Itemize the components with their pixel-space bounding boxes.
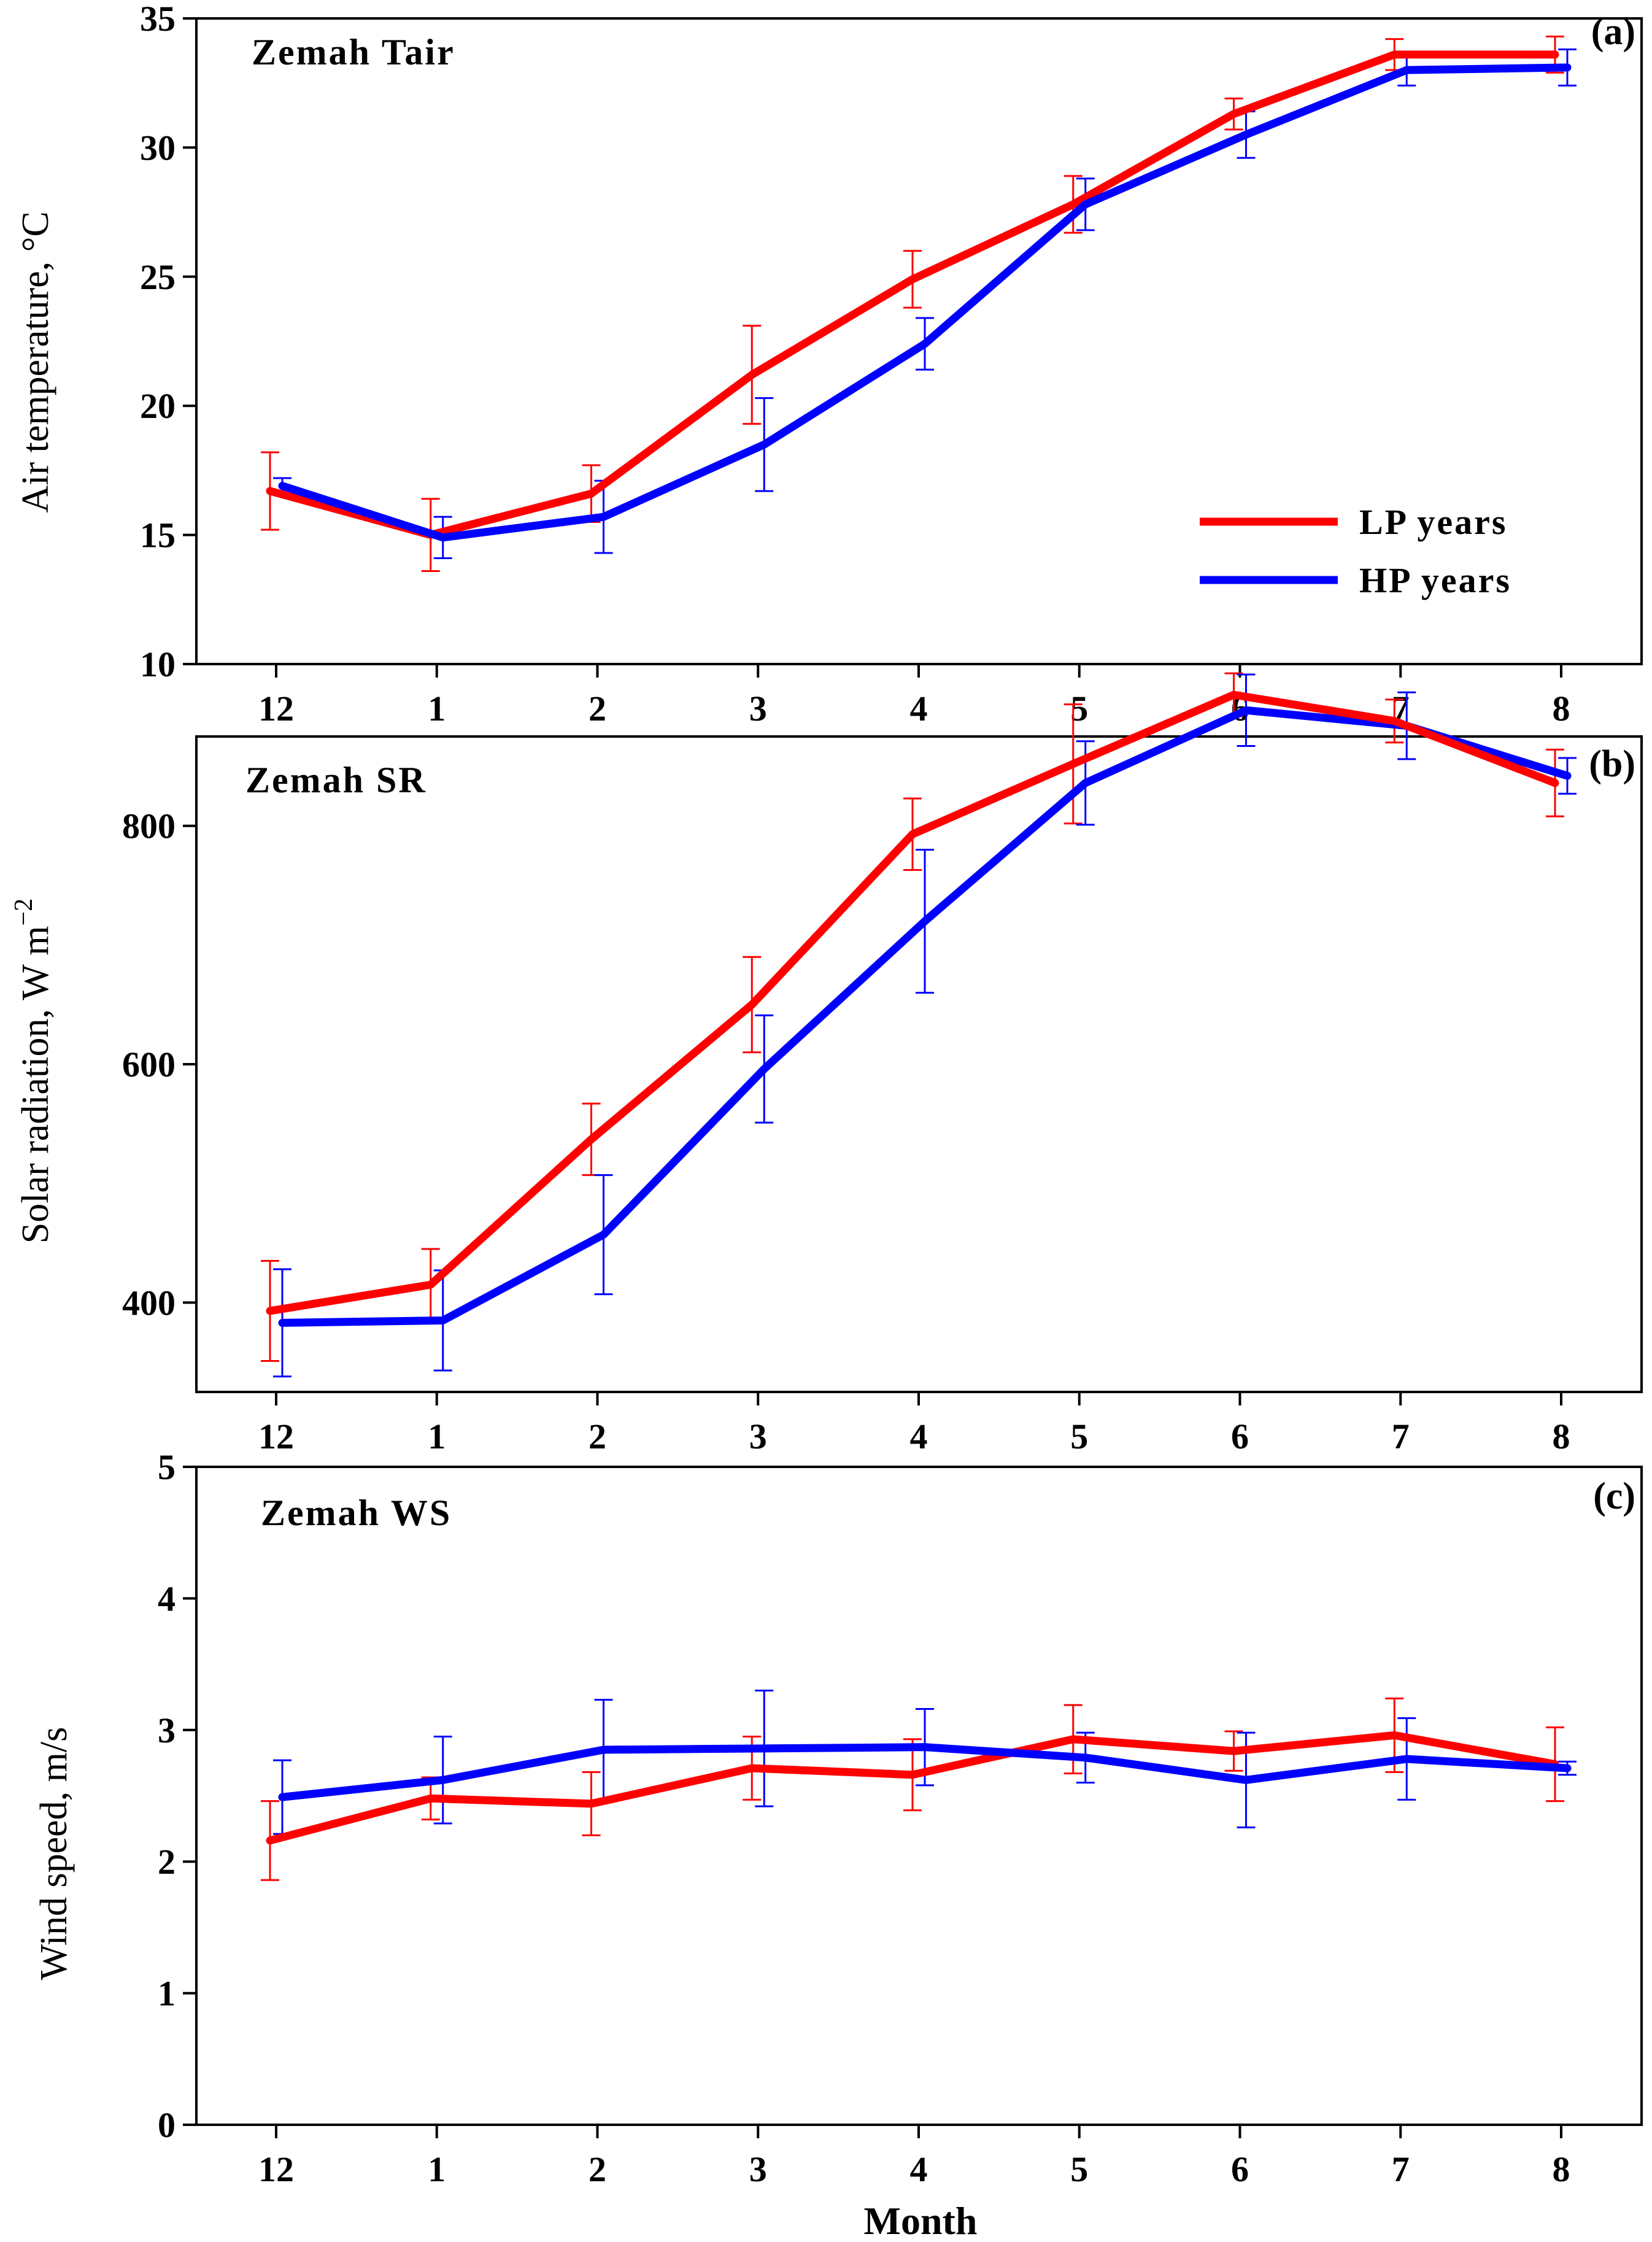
x-tick-label: 4: [910, 1417, 928, 1456]
x-tick-label: 6: [1231, 2149, 1249, 2189]
x-tick-label: 8: [1553, 2149, 1570, 2189]
series-line-hp: [278, 706, 1572, 1327]
plot-frame: [195, 1466, 1643, 2126]
x-tick-label: 1: [428, 689, 446, 729]
y-tick-label: 25: [140, 257, 176, 297]
panel-c-title: Zemah WS: [261, 1493, 452, 1533]
panel-c-label: (c): [1593, 1475, 1635, 1517]
legend: LP years HP years: [1200, 502, 1511, 600]
x-tick-label: 4: [910, 689, 928, 729]
x-tick-label: 6: [1231, 1417, 1249, 1456]
panel-a-title: Zemah Tair: [252, 32, 455, 72]
panel-b-ylabel: Solar radiation, W m−2: [10, 899, 56, 1243]
x-tick-label: 5: [1070, 2149, 1088, 2189]
panel-a-ylabel: Air temperature, °C: [15, 211, 56, 512]
x-tick-label: 2: [589, 689, 606, 729]
x-tick-label: 4: [910, 2149, 928, 2189]
y-tick-label: 600: [122, 1045, 176, 1084]
y-tick-label: 20: [140, 386, 176, 426]
panel-b-title: Zemah SR: [245, 760, 427, 800]
series-line-lp: [266, 690, 1559, 1315]
x-tick-label: 8: [1553, 689, 1570, 729]
y-tick-label: 0: [158, 2105, 176, 2145]
y-tick-label: 2: [158, 1842, 176, 1882]
x-tick-label: 2: [589, 2149, 606, 2189]
error-bars-lp: [261, 1697, 1564, 1881]
x-tick-label: 1: [428, 1417, 446, 1456]
x-tick-label: 12: [258, 689, 294, 729]
y-tick-label: 4: [158, 1579, 176, 1618]
x-tick-label: 2: [589, 1417, 606, 1456]
panel-a-ylabel-text: Air temperature, °C: [15, 211, 56, 512]
x-tick-label: 3: [749, 2149, 767, 2189]
x-tick-label: 12: [258, 2149, 294, 2189]
panel-b: Zemah SR (b) Solar radiation, W m−2: [10, 743, 1635, 1243]
y-tick-label: 1: [158, 1974, 176, 2014]
y-tick-label: 400: [122, 1283, 176, 1323]
y-tick-label: 30: [140, 128, 176, 168]
y-tick-label: 5: [158, 1447, 176, 1487]
legend-label-hp: HP years: [1359, 560, 1511, 600]
panel-b-label: (b): [1589, 743, 1635, 785]
x-tick-label: 5: [1070, 1417, 1088, 1456]
x-tick-label: 12: [258, 1417, 294, 1456]
panel-b-ylabel-sup: −2: [10, 899, 38, 926]
error-bars-hp: [273, 48, 1577, 559]
series-line-lp: [266, 1731, 1559, 1845]
x-tick-label: 7: [1392, 1417, 1410, 1456]
x-tick-label: 3: [749, 1417, 767, 1456]
error-bars-lp: [261, 35, 1564, 573]
series-line-hp: [278, 1743, 1572, 1801]
panel-c: Zemah WS (c) Wind speed, m/s Month: [33, 1475, 1635, 2242]
y-tick-label: 3: [158, 1710, 176, 1750]
legend-label-lp: LP years: [1359, 502, 1507, 542]
panel-b-ylabel-text: Solar radiation, W m: [15, 926, 56, 1243]
panel-c-ylabel: Wind speed, m/s: [33, 1727, 75, 1981]
series-line-lp: [266, 50, 1559, 539]
series-line-hp: [278, 63, 1572, 542]
x-tick-label: 3: [749, 689, 767, 729]
y-tick-label: 15: [140, 516, 176, 555]
x-tick-label: 7: [1392, 2149, 1410, 2189]
y-tick-label: 10: [140, 644, 176, 684]
error-bars-hp: [273, 673, 1577, 1378]
panel-a: Zemah Tair (a) Air temperature, °C LP ye…: [15, 11, 1635, 600]
x-axis-label: Month: [864, 2199, 978, 2242]
y-tick-label: 800: [122, 806, 176, 846]
y-tick-label: 35: [140, 0, 176, 39]
x-tick-label: 1: [428, 2149, 446, 2189]
x-tick-label: 8: [1553, 1417, 1570, 1456]
